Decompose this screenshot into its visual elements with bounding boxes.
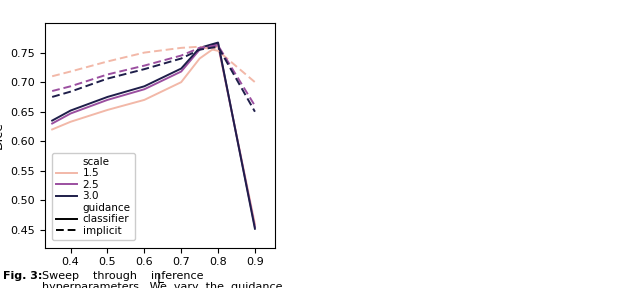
X-axis label: L: L <box>157 273 163 286</box>
Legend: scale, 1.5, 2.5, 3.0, guidance, classifier, implicit: scale, 1.5, 2.5, 3.0, guidance, classifi… <box>52 153 134 240</box>
Text: Sweep    through    inference
hyperparameters.  We  vary  the  guidance
scale  (: Sweep through inference hyperparameters.… <box>42 271 282 288</box>
Text: Fig. 3:: Fig. 3: <box>3 271 43 281</box>
Y-axis label: Dice: Dice <box>0 122 4 149</box>
